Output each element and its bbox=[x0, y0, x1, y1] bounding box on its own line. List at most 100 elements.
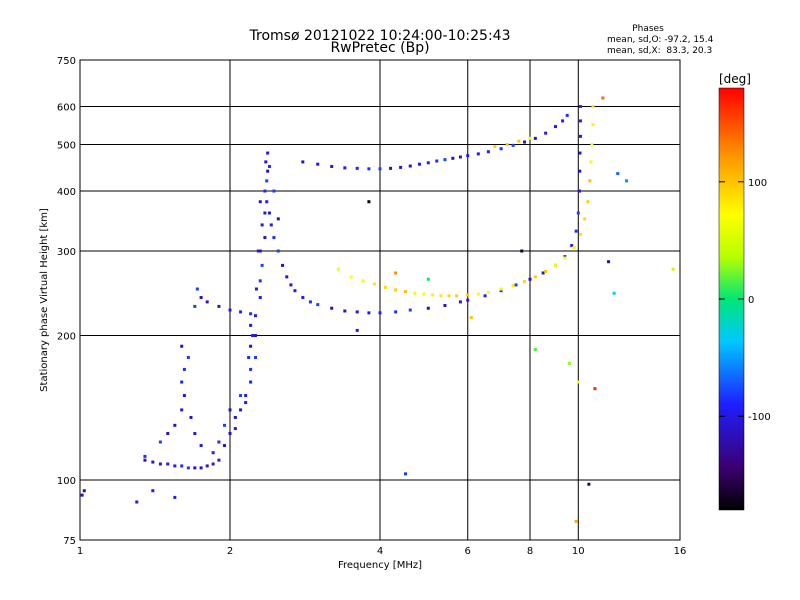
trace-point-s0 bbox=[289, 283, 293, 287]
grid-lines bbox=[80, 60, 680, 540]
trace-point-s3 bbox=[587, 482, 591, 486]
trace-point-s3 bbox=[576, 380, 580, 384]
trace-point-s3 bbox=[355, 328, 359, 332]
trace-point-s3 bbox=[469, 316, 473, 320]
trace-point-s0 bbox=[180, 464, 184, 468]
trace-point-s0 bbox=[158, 440, 162, 444]
trace-point-s0 bbox=[193, 466, 197, 470]
trace-point-s0 bbox=[205, 464, 209, 468]
trace-point-s1 bbox=[343, 166, 347, 170]
trace-point-s0 bbox=[186, 466, 190, 470]
trace-point-s0 bbox=[276, 249, 280, 253]
trace-point-s1 bbox=[399, 165, 403, 169]
trace-point-s0 bbox=[228, 408, 232, 412]
trace-point-s2 bbox=[591, 123, 595, 127]
trace-point-s0 bbox=[249, 312, 253, 316]
trace-point-s0 bbox=[528, 277, 532, 281]
x-tick-label: 10 bbox=[572, 546, 585, 557]
trace-point-s1 bbox=[435, 159, 439, 163]
plot-frame bbox=[79, 59, 681, 541]
trace-point-s0 bbox=[151, 460, 155, 464]
x-tick-label: 2 bbox=[227, 546, 233, 557]
trace-point-s0 bbox=[186, 355, 190, 359]
trace-point-s2 bbox=[588, 179, 592, 183]
y-tick-label: 100 bbox=[57, 476, 76, 487]
trace-point-s0 bbox=[182, 394, 186, 398]
trace-point-s0 bbox=[301, 296, 305, 300]
y-tick-label: 75 bbox=[63, 536, 76, 547]
phase-stats-x: mean, sd,X: 83.3, 20.3 bbox=[607, 46, 712, 56]
y-tick-label: 750 bbox=[57, 56, 76, 67]
trace-point-s0 bbox=[217, 458, 221, 462]
trace-point-s1 bbox=[565, 113, 569, 117]
trace-point-s3 bbox=[601, 96, 605, 100]
colorbar-ticks: 100 0 -100 bbox=[719, 178, 771, 423]
trace-point-s0 bbox=[233, 427, 237, 431]
trace-point-s0 bbox=[199, 296, 203, 300]
trace-point-s0 bbox=[173, 464, 177, 468]
trace-point-s0 bbox=[195, 287, 199, 291]
trace-point-s0 bbox=[217, 304, 221, 308]
trace-point-s2 bbox=[373, 282, 377, 286]
trace-point-s0 bbox=[293, 289, 297, 293]
trace-point-s0 bbox=[211, 462, 215, 466]
trace-point-s0 bbox=[281, 263, 285, 267]
trace-point-s0 bbox=[578, 151, 582, 155]
trace-point-s0 bbox=[269, 223, 273, 227]
trace-point-s2 bbox=[439, 294, 443, 298]
trace-point-s0 bbox=[265, 179, 269, 183]
trace-point-s2 bbox=[563, 256, 567, 260]
trace-point-s0 bbox=[577, 189, 581, 193]
trace-point-s0 bbox=[258, 249, 262, 253]
trace-point-s0 bbox=[266, 151, 270, 155]
trace-point-s0 bbox=[258, 200, 262, 204]
x-axis-ticks: 1 2 4 6 8 10 16 bbox=[77, 546, 687, 557]
trace-point-s0 bbox=[239, 394, 243, 398]
trace-point-s1 bbox=[523, 140, 527, 144]
trace-point-s0 bbox=[80, 493, 84, 497]
trace-point-s2 bbox=[422, 292, 426, 296]
trace-point-s0 bbox=[426, 306, 430, 310]
trace-point-s0 bbox=[258, 296, 262, 300]
trace-point-s0 bbox=[247, 355, 251, 359]
trace-point-s1 bbox=[389, 166, 393, 170]
trace-point-s0 bbox=[182, 367, 186, 371]
trace-point-s0 bbox=[578, 169, 582, 173]
trace-point-s0 bbox=[260, 223, 264, 227]
data-points bbox=[80, 96, 675, 523]
trace-point-s0 bbox=[228, 308, 232, 312]
trace-point-s2 bbox=[455, 294, 459, 298]
trace-point-s1 bbox=[301, 160, 305, 164]
trace-point-s3 bbox=[403, 472, 407, 476]
trace-point-s0 bbox=[443, 303, 447, 307]
trace-point-s0 bbox=[570, 244, 574, 248]
trace-point-s0 bbox=[367, 311, 371, 315]
trace-point-s0 bbox=[483, 294, 487, 298]
trace-point-s3 bbox=[612, 291, 616, 295]
trace-point-s0 bbox=[264, 160, 268, 164]
trace-point-s2 bbox=[476, 292, 480, 296]
trace-point-s2 bbox=[590, 143, 594, 147]
trace-point-s1 bbox=[544, 131, 548, 135]
trace-point-s1 bbox=[499, 147, 503, 151]
trace-point-s0 bbox=[193, 304, 197, 308]
trace-point-s2 bbox=[349, 275, 353, 279]
trace-point-s2 bbox=[589, 160, 593, 164]
trace-point-s0 bbox=[166, 432, 170, 436]
x-tick-label: 6 bbox=[465, 546, 471, 557]
trace-point-s0 bbox=[233, 415, 237, 419]
trace-point-s0 bbox=[263, 236, 267, 240]
trace-point-s3 bbox=[426, 277, 430, 281]
trace-point-s0 bbox=[205, 300, 209, 304]
y-tick-label: 500 bbox=[57, 141, 76, 152]
trace-point-s0 bbox=[217, 440, 221, 444]
trace-point-s0 bbox=[394, 310, 398, 314]
trace-point-s2 bbox=[553, 263, 557, 267]
trace-point-s0 bbox=[253, 355, 257, 359]
trace-point-s0 bbox=[249, 323, 253, 327]
trace-point-s0 bbox=[578, 105, 582, 109]
trace-point-s2 bbox=[505, 143, 509, 147]
trace-point-s2 bbox=[394, 288, 398, 292]
trace-point-s1 bbox=[408, 164, 412, 168]
trace-point-s0 bbox=[199, 444, 203, 448]
